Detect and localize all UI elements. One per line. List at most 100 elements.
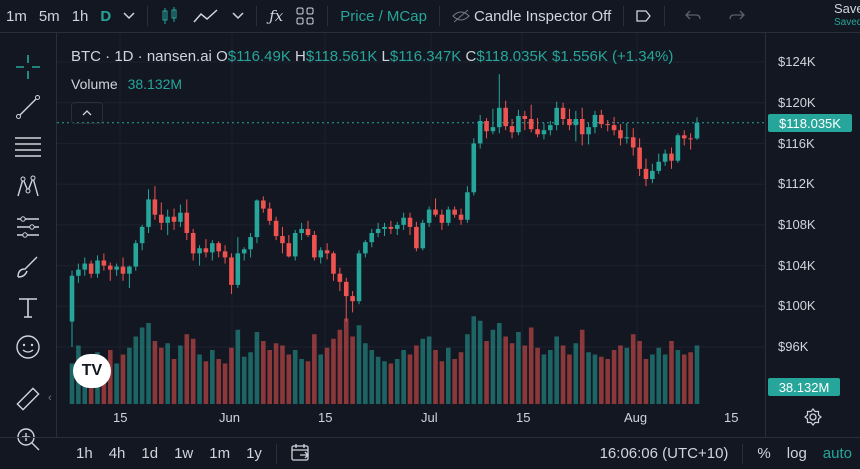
- candle-body[interactable]: [630, 137, 636, 148]
- candle-body[interactable]: [465, 192, 470, 220]
- candle-body[interactable]: [656, 161, 662, 171]
- collapse-legend-button[interactable]: [71, 102, 103, 124]
- candle-body[interactable]: [235, 253, 241, 285]
- save-button[interactable]: Save Saved: [834, 2, 860, 30]
- label-tag-icon[interactable]: [630, 0, 658, 32]
- range-1m[interactable]: 1m: [209, 445, 231, 462]
- candle-body[interactable]: [312, 235, 317, 258]
- range-4h[interactable]: 4h: [108, 445, 126, 462]
- candle-body[interactable]: [554, 107, 559, 126]
- clock-timezone[interactable]: 16:06:06 (UTC+10): [599, 445, 729, 462]
- line-chart-icon[interactable]: [186, 0, 226, 32]
- candle-body[interactable]: [522, 115, 528, 119]
- candle-body[interactable]: [178, 212, 183, 222]
- candle-body[interactable]: [611, 125, 617, 131]
- candle-body[interactable]: [426, 209, 432, 223]
- candle-body[interactable]: [624, 137, 630, 139]
- price-axis[interactable]: $124K $120K $116K $112K $108K $104K $100…: [765, 33, 860, 437]
- candle-body[interactable]: [120, 266, 126, 274]
- text-tool-icon[interactable]: [14, 293, 42, 321]
- candle-body[interactable]: [101, 260, 107, 266]
- forecast-icon[interactable]: [14, 213, 42, 241]
- candle-body[interactable]: [694, 122, 700, 139]
- candle-body[interactable]: [229, 257, 234, 285]
- candles-icon[interactable]: [154, 0, 186, 32]
- time-axis[interactable]: 15 Jun 15 Jul 15 Aug 15: [57, 404, 765, 436]
- candle-body[interactable]: [299, 228, 304, 233]
- candle-body[interactable]: [203, 248, 209, 253]
- percent-scale-toggle[interactable]: %: [757, 445, 771, 462]
- candle-body[interactable]: [114, 266, 119, 270]
- range-1y[interactable]: 1y: [246, 445, 262, 462]
- candle-body[interactable]: [567, 119, 572, 126]
- undo-icon[interactable]: [671, 0, 715, 32]
- candle-body[interactable]: [69, 275, 75, 322]
- candle-body[interactable]: [146, 199, 151, 227]
- fib-lines-icon[interactable]: [14, 133, 42, 161]
- candle-inspector-toggle[interactable]: Candle Inspector Off: [446, 0, 617, 32]
- candle-body[interactable]: [541, 130, 547, 135]
- candle-body[interactable]: [318, 250, 324, 258]
- brush-icon[interactable]: [14, 253, 42, 281]
- candle-body[interactable]: [560, 107, 566, 119]
- candle-body[interactable]: [324, 250, 330, 254]
- candle-body[interactable]: [107, 265, 113, 270]
- candle-body[interactable]: [261, 200, 266, 209]
- candle-body[interactable]: [439, 214, 445, 223]
- candle-body[interactable]: [171, 216, 177, 222]
- candle-body[interactable]: [222, 251, 228, 258]
- candle-body[interactable]: [688, 138, 693, 140]
- candle-body[interactable]: [158, 214, 164, 223]
- candle-body[interactable]: [133, 243, 139, 267]
- candle-body[interactable]: [414, 226, 419, 249]
- tradingview-logo[interactable]: TV: [73, 354, 111, 388]
- candle-body[interactable]: [503, 107, 508, 127]
- candle-body[interactable]: [490, 127, 496, 132]
- candle-body[interactable]: [573, 119, 579, 126]
- interval-1m[interactable]: 1m: [6, 7, 27, 25]
- candle-body[interactable]: [76, 269, 81, 276]
- candle-body[interactable]: [618, 130, 623, 139]
- candle-body[interactable]: [388, 226, 394, 229]
- price-mcap-toggle[interactable]: Price / MCap: [340, 7, 427, 25]
- candle-body[interactable]: [599, 114, 604, 125]
- candle-body[interactable]: [305, 228, 311, 236]
- candle-body[interactable]: [369, 233, 375, 243]
- candle-body[interactable]: [337, 273, 343, 282]
- candle-body[interactable]: [82, 263, 88, 270]
- redo-icon[interactable]: [715, 0, 759, 32]
- candle-body[interactable]: [401, 217, 406, 225]
- candle-body[interactable]: [484, 121, 489, 132]
- candle-body[interactable]: [286, 243, 292, 257]
- candle-body[interactable]: [586, 127, 591, 135]
- candlestick-chart[interactable]: [57, 33, 765, 437]
- candle-body[interactable]: [669, 153, 674, 161]
- candle-body[interactable]: [184, 212, 190, 233]
- candle-body[interactable]: [509, 126, 515, 133]
- candle-body[interactable]: [662, 153, 668, 162]
- candle-body[interactable]: [458, 214, 464, 220]
- range-1d[interactable]: 1d: [141, 445, 159, 462]
- ruler-icon[interactable]: [14, 385, 42, 413]
- candle-body[interactable]: [445, 209, 451, 223]
- candle-body[interactable]: [95, 260, 100, 274]
- interval-d[interactable]: D: [100, 7, 112, 25]
- scroll-left-icon[interactable]: ‹: [48, 392, 52, 404]
- candle-body[interactable]: [528, 119, 534, 130]
- candle-body[interactable]: [273, 220, 279, 237]
- candle-body[interactable]: [350, 296, 355, 302]
- candle-body[interactable]: [363, 242, 368, 254]
- candle-body[interactable]: [650, 170, 655, 180]
- candle-body[interactable]: [592, 114, 598, 128]
- candle-body[interactable]: [292, 233, 298, 257]
- candle-body[interactable]: [241, 249, 247, 254]
- range-1h[interactable]: 1h: [76, 445, 93, 462]
- candle-body[interactable]: [280, 236, 285, 244]
- candle-body[interactable]: [331, 253, 336, 274]
- chevron-down-icon[interactable]: [226, 0, 250, 32]
- candle-body[interactable]: [127, 266, 132, 274]
- auto-scale-toggle[interactable]: auto: [822, 445, 852, 462]
- candle-body[interactable]: [254, 200, 260, 238]
- candle-body[interactable]: [681, 135, 687, 139]
- candle-body[interactable]: [382, 226, 387, 229]
